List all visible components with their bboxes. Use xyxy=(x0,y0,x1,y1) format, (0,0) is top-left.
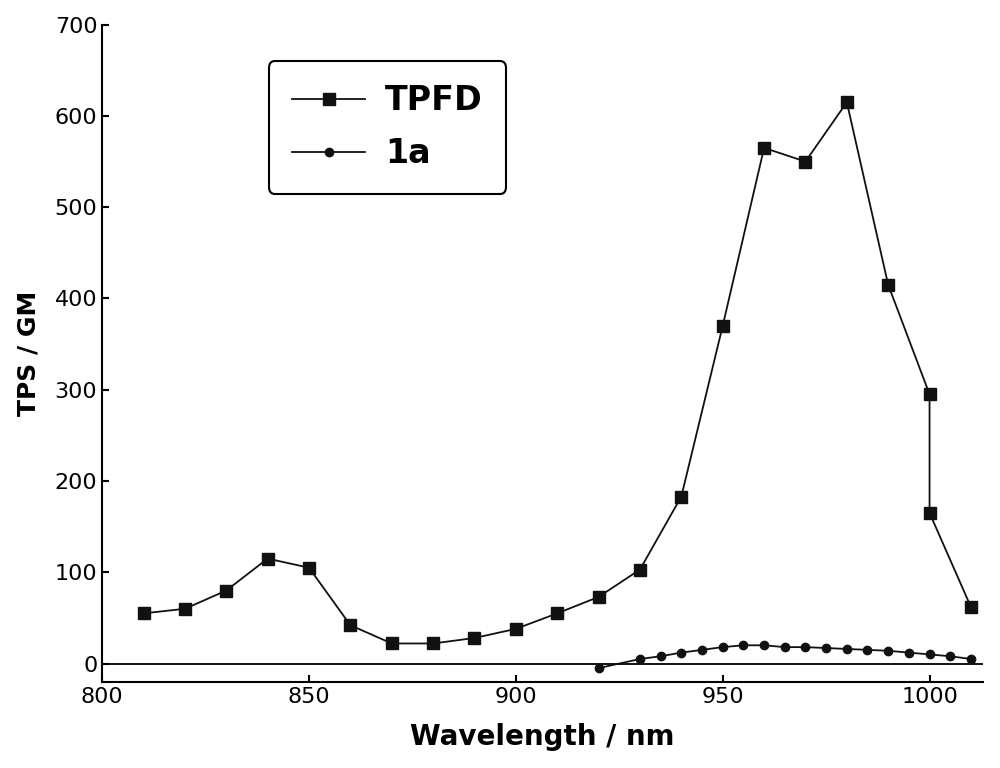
1a xyxy=(737,641,749,650)
TPFD xyxy=(758,144,770,153)
1a xyxy=(861,645,873,654)
TPFD xyxy=(924,389,936,399)
TPFD xyxy=(303,563,315,572)
1a xyxy=(944,651,956,660)
TPFD xyxy=(551,609,563,618)
1a xyxy=(779,643,791,652)
1a xyxy=(799,643,811,652)
1a xyxy=(903,648,915,657)
1a xyxy=(696,645,708,654)
TPFD xyxy=(634,565,646,574)
TPFD xyxy=(510,624,522,634)
1a xyxy=(841,644,853,654)
X-axis label: Wavelength / nm: Wavelength / nm xyxy=(411,723,675,751)
TPFD xyxy=(220,586,232,595)
TPFD xyxy=(965,602,977,611)
1a xyxy=(924,650,936,659)
1a xyxy=(965,654,977,664)
TPFD xyxy=(717,321,729,330)
1a xyxy=(758,641,770,650)
1a xyxy=(593,664,605,673)
TPFD xyxy=(924,508,936,518)
1a xyxy=(634,654,646,664)
1a xyxy=(717,643,729,652)
1a xyxy=(655,651,667,660)
TPFD xyxy=(386,639,398,648)
TPFD xyxy=(675,492,687,502)
TPFD xyxy=(138,609,150,618)
Line: 1a: 1a xyxy=(594,641,975,672)
TPFD xyxy=(179,604,191,614)
1a xyxy=(820,644,832,653)
TPFD xyxy=(882,280,894,290)
TPFD xyxy=(262,554,274,563)
TPFD xyxy=(593,592,605,601)
Legend: TPFD, 1a: TPFD, 1a xyxy=(269,61,506,194)
Line: TPFD: TPFD xyxy=(138,97,976,649)
TPFD xyxy=(841,98,853,107)
TPFD xyxy=(468,634,480,643)
1a xyxy=(675,648,687,657)
1a xyxy=(882,646,894,655)
TPFD xyxy=(427,639,439,648)
TPFD xyxy=(799,157,811,166)
TPFD xyxy=(344,621,356,630)
Y-axis label: TPS / GM: TPS / GM xyxy=(17,290,41,415)
